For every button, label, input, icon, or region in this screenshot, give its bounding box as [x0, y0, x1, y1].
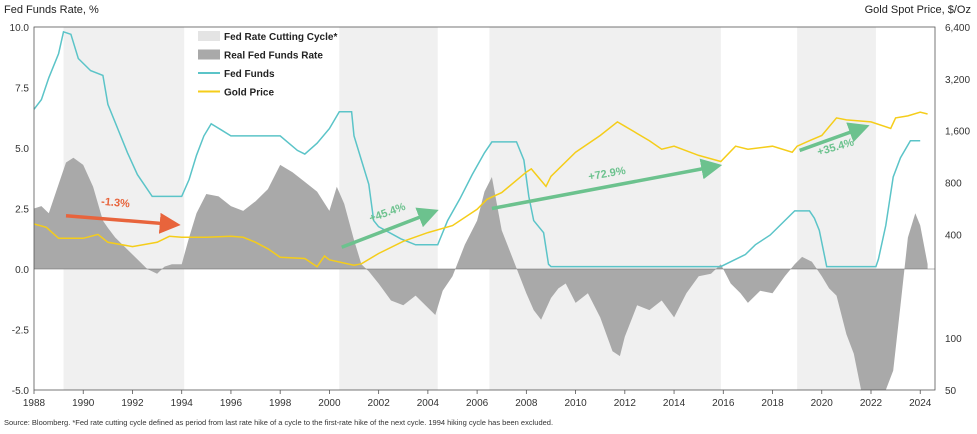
- legend-label: Fed Rate Cutting Cycle*: [224, 32, 337, 43]
- right-tick-label: 50: [945, 386, 957, 397]
- x-tick-label: 1994: [171, 398, 194, 409]
- legend: Fed Rate Cutting Cycle* Real Fed Funds Ra…: [198, 31, 337, 99]
- left-tick-label: -5.0: [12, 386, 30, 397]
- left-tick-label: 2.5: [15, 205, 29, 216]
- x-tick-label: 2002: [368, 398, 391, 409]
- right-tick-label: 400: [945, 230, 962, 241]
- x-tick-label: 2008: [515, 398, 538, 409]
- legend-label: Real Fed Funds Rate: [224, 51, 323, 62]
- left-tick-label: 7.5: [15, 84, 29, 95]
- x-tick-label: 2010: [564, 398, 587, 409]
- cutting-cycle-band-2: [489, 27, 721, 390]
- x-tick-label: 2014: [663, 398, 686, 409]
- annotation-arrow: [341, 207, 439, 249]
- x-tick-label: 2022: [860, 398, 883, 409]
- x-tick-label: 1988: [23, 398, 46, 409]
- x-tick-label: 2000: [318, 398, 341, 409]
- left-tick-label: 5.0: [15, 144, 29, 155]
- x-tick-label: 2020: [811, 398, 834, 409]
- x-tick-label: 1990: [72, 398, 95, 409]
- real-fed-funds-area: [34, 157, 928, 390]
- right-axis-title: Gold Spot Price, $/Oz: [864, 4, 971, 16]
- legend-swatch-real-rate: [198, 49, 220, 60]
- left-tick-label: -2.5: [12, 326, 30, 337]
- x-tick-label: 2004: [417, 398, 440, 409]
- right-tick-label: 100: [945, 334, 962, 345]
- left-tick-label: 0.0: [15, 265, 29, 276]
- plot-frame: [33, 26, 936, 391]
- annotation-label: -1.3%: [101, 196, 131, 210]
- left-tick-label: 10.0: [10, 23, 30, 34]
- x-tick-label: 2024: [909, 398, 932, 409]
- legend-label: Gold Price: [224, 88, 274, 99]
- x-tick-label: 2016: [712, 398, 735, 409]
- x-tick-label: 2012: [614, 398, 637, 409]
- x-tick-label: 2006: [466, 398, 489, 409]
- annotation-arrow: [491, 158, 723, 211]
- legend-swatch-cutting-cycle: [198, 31, 220, 41]
- gold-price-line: [33, 111, 928, 268]
- x-tick-label: 2018: [761, 398, 784, 409]
- left-axis-title: Fed Funds Rate, %: [4, 4, 99, 16]
- right-tick-label: 6,400: [945, 23, 970, 34]
- x-tick-label: 1998: [269, 398, 292, 409]
- chart-svg: 10.0 7.5 5.0 2.5 0.0 -2.5 -5.0 6,400 3,200 1,600 8…: [10, 23, 971, 409]
- annotation-arrow: [65, 212, 181, 234]
- x-tick-label: 1992: [121, 398, 144, 409]
- source-note: Source: Bloomberg. *Fed rate cutting cyc…: [4, 418, 554, 427]
- annotation-arrow: [799, 122, 870, 153]
- x-tick-label: 1996: [220, 398, 243, 409]
- right-tick-label: 800: [945, 179, 962, 190]
- legend-label: Fed Funds: [224, 69, 275, 80]
- fed-funds-line: [33, 30, 921, 268]
- right-tick-label: 3,200: [945, 75, 970, 86]
- right-tick-label: 1,600: [945, 127, 970, 138]
